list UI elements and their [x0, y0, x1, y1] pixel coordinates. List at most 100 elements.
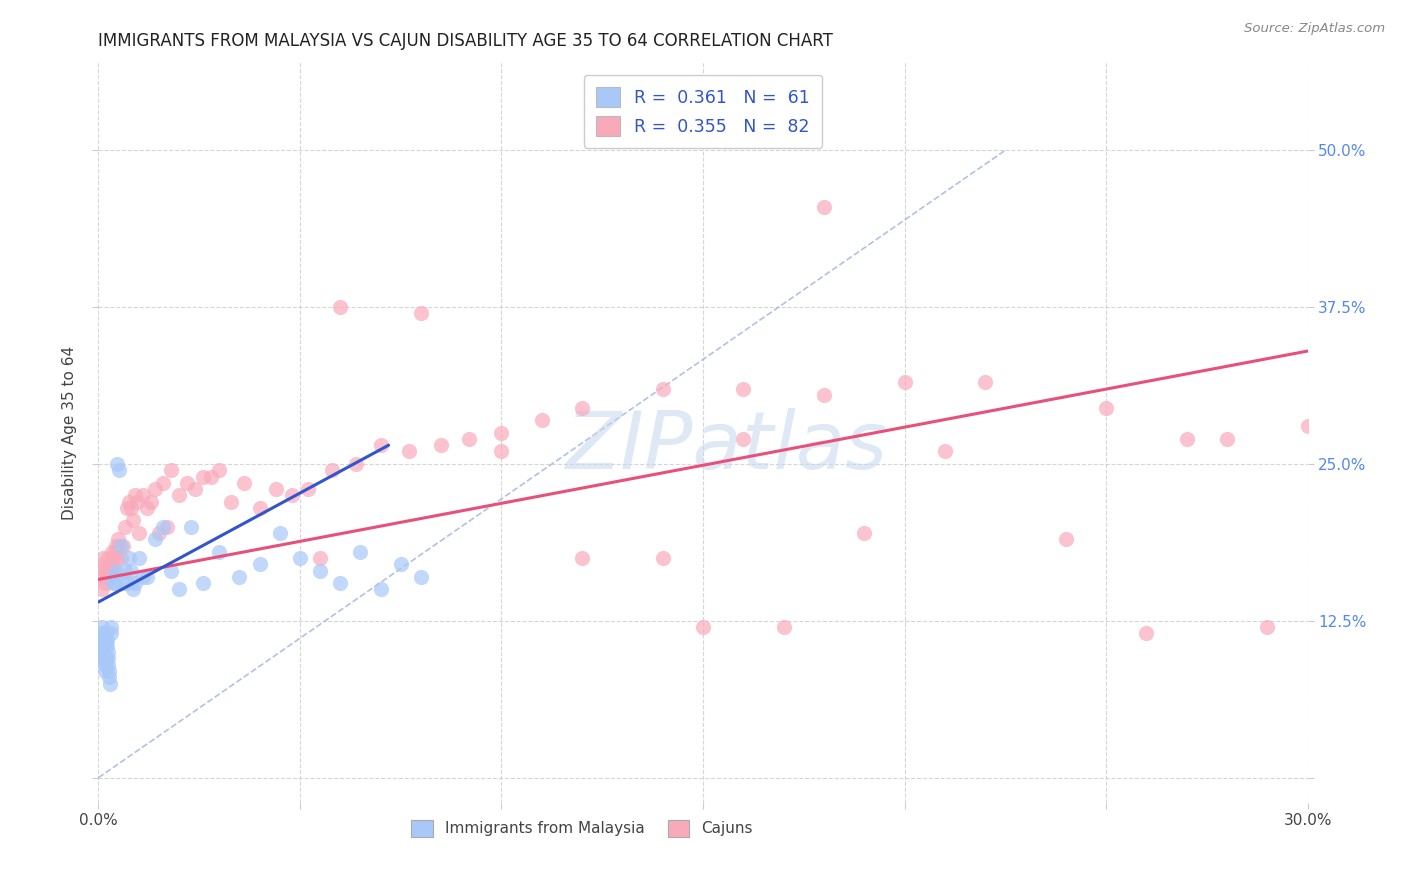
Point [121, 513, 143, 527]
Point [813, 200, 835, 214]
Point [321, 463, 343, 477]
Point [91, 564, 114, 578]
Point [1216, 432, 1239, 446]
Point [94, 626, 117, 640]
Point [89, 645, 111, 659]
Point [114, 520, 136, 534]
Point [309, 551, 332, 566]
Text: Source: ZipAtlas.com: Source: ZipAtlas.com [1244, 22, 1385, 36]
Point [111, 576, 134, 591]
Point [100, 626, 122, 640]
Point [176, 475, 198, 490]
Point [148, 526, 170, 541]
Point [143, 533, 166, 547]
Point [120, 500, 142, 515]
Y-axis label: Disability Age 35 to 64: Disability Age 35 to 64 [62, 345, 77, 520]
Point [98, 564, 121, 578]
Point [120, 564, 142, 578]
Point [97, 551, 120, 566]
Point [160, 463, 183, 477]
Point [264, 482, 287, 496]
Point [121, 582, 143, 597]
Point [389, 558, 412, 572]
Point [91, 620, 114, 634]
Point [93, 651, 115, 665]
Point [104, 564, 127, 578]
Point [107, 533, 129, 547]
Point [430, 438, 453, 452]
Point [101, 576, 124, 591]
Point [91, 551, 114, 566]
Point [132, 570, 155, 584]
Point [344, 457, 367, 471]
Point [571, 551, 593, 566]
Point [125, 494, 148, 508]
Point [974, 376, 997, 390]
Point [530, 413, 553, 427]
Point [93, 558, 115, 572]
Point [135, 570, 157, 584]
Point [651, 382, 673, 396]
Point [111, 539, 134, 553]
Point [98, 676, 121, 690]
Point [93, 635, 115, 649]
Point [94, 576, 117, 591]
Point [398, 444, 420, 458]
Point [97, 664, 120, 678]
Point [1175, 432, 1198, 446]
Point [100, 558, 122, 572]
Point [110, 539, 132, 553]
Point [152, 475, 174, 490]
Point [329, 576, 352, 591]
Point [370, 582, 392, 597]
Point [813, 388, 835, 402]
Point [167, 488, 190, 502]
Point [491, 444, 513, 458]
Point [128, 526, 150, 541]
Point [103, 545, 125, 559]
Point [89, 651, 111, 665]
Point [269, 526, 291, 541]
Point [733, 382, 755, 396]
Point [107, 463, 129, 477]
Text: ZIPatlas: ZIPatlas [567, 409, 889, 486]
Point [409, 306, 432, 320]
Point [139, 494, 162, 508]
Point [96, 639, 118, 653]
Point [96, 651, 118, 665]
Point [94, 664, 117, 678]
Point [193, 469, 215, 483]
Point [107, 539, 129, 553]
Point [1135, 626, 1157, 640]
Point [91, 639, 114, 653]
Point [571, 401, 593, 415]
Point [853, 526, 876, 541]
Point [893, 376, 915, 390]
Point [160, 564, 183, 578]
Point [90, 632, 112, 647]
Point [104, 539, 127, 553]
Point [101, 551, 124, 566]
Point [105, 457, 128, 471]
Point [934, 444, 956, 458]
Point [232, 475, 254, 490]
Point [91, 626, 114, 640]
Point [281, 488, 304, 502]
Point [94, 657, 117, 672]
Point [458, 432, 481, 446]
Point [110, 551, 132, 566]
Point [89, 570, 111, 584]
Point [733, 432, 755, 446]
Point [409, 570, 432, 584]
Point [115, 500, 138, 515]
Point [180, 520, 202, 534]
Point [90, 582, 112, 597]
Point [98, 670, 121, 684]
Point [124, 576, 146, 591]
Point [97, 570, 120, 584]
Point [329, 300, 352, 314]
Point [132, 488, 155, 502]
Point [97, 657, 120, 672]
Point [96, 632, 118, 647]
Legend: Immigrants from Malaysia, Cajuns: Immigrants from Malaysia, Cajuns [405, 814, 759, 843]
